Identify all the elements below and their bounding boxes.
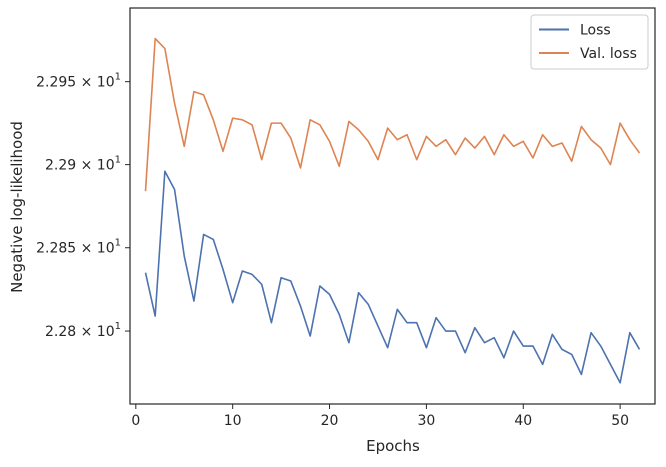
x-tick-label: 10 [224, 413, 242, 429]
x-tick-label: 20 [321, 413, 339, 429]
x-tick-label: 30 [417, 413, 435, 429]
x-axis: 0 10 20 30 40 50 [131, 404, 629, 429]
x-axis-label: Epochs [366, 437, 420, 455]
series-line-val-loss [144, 37, 641, 192]
y-axis-label: Negative log-likelihood [8, 121, 26, 293]
legend-label-val-loss: Val. loss [580, 46, 637, 62]
y-axis: 2.28 × 101 2.285 × 101 2.29 × 101 2.295 × 1… [36, 72, 130, 340]
y-tick-label: 2.29 × 101 [45, 155, 121, 174]
series-line-loss [144, 170, 641, 384]
y-tick-label: 2.285 × 101 [36, 238, 121, 257]
x-tick-label: 40 [514, 413, 532, 429]
legend: Loss Val. loss [530, 14, 649, 70]
legend-label-loss: Loss [580, 23, 611, 39]
x-tick-label: 0 [131, 413, 140, 429]
axes-frame [129, 7, 656, 405]
x-tick-label: 50 [611, 413, 629, 429]
plot-area [144, 37, 641, 384]
y-tick-label: 2.28 × 101 [45, 321, 121, 340]
y-tick-label: 2.295 × 101 [36, 72, 121, 91]
